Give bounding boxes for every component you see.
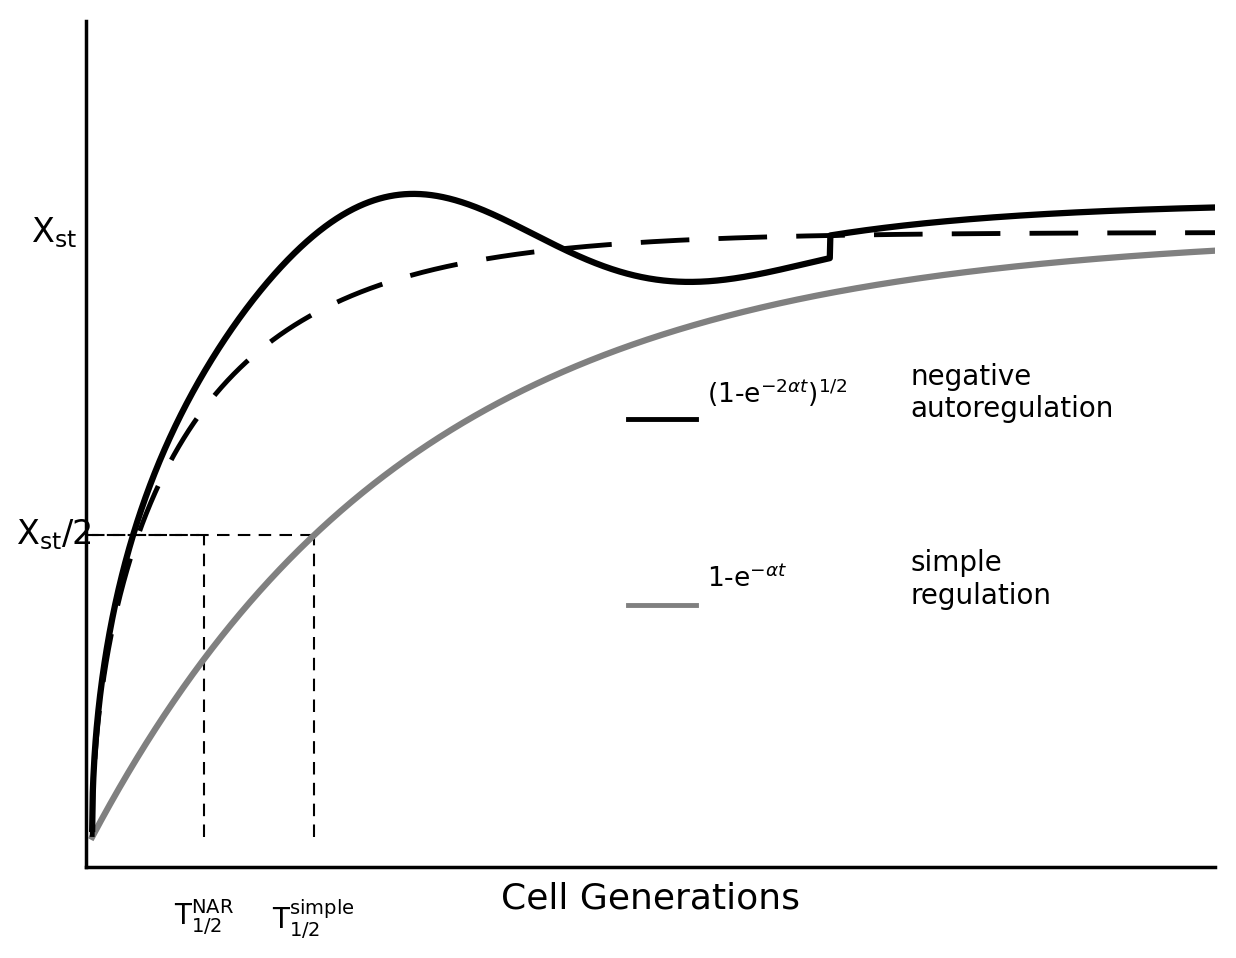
Text: T$_{1/2}^{\rm simple}$: T$_{1/2}^{\rm simple}$ [272,898,355,941]
Text: 1-e$^{-\alpha t}$: 1-e$^{-\alpha t}$ [707,565,787,593]
Text: X$_{\rm st}$/2: X$_{\rm st}$/2 [16,517,91,552]
Text: negative
autoregulation: negative autoregulation [910,363,1114,423]
Text: X$_{\rm st}$: X$_{\rm st}$ [31,215,77,250]
Text: (1-e$^{-2\alpha t}$)$^{1/2}$: (1-e$^{-2\alpha t}$)$^{1/2}$ [707,376,847,409]
Text: T$_{1/2}^{\rm NAR}$: T$_{1/2}^{\rm NAR}$ [174,898,235,937]
Text: simple
regulation: simple regulation [910,549,1052,609]
X-axis label: Cell Generations: Cell Generations [501,881,800,915]
